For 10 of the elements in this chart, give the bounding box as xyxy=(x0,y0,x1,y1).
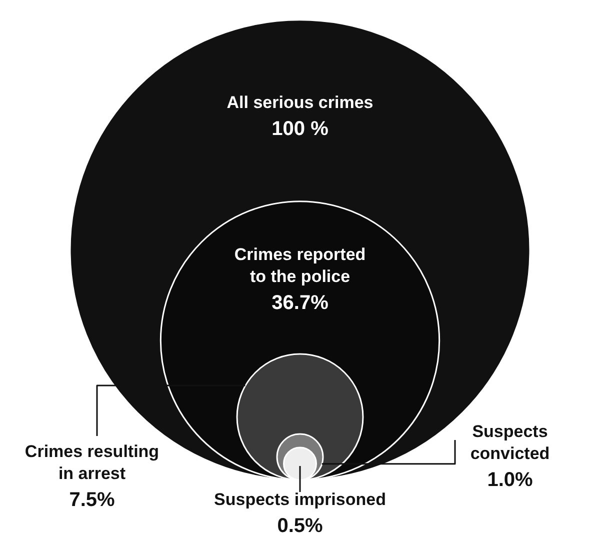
data-label: 36.7% xyxy=(272,292,329,314)
category-label: Suspects imprisoned xyxy=(214,490,386,509)
category-label: All serious crimes xyxy=(226,93,374,112)
data-label: 1.0% xyxy=(487,469,534,491)
category-label: Crimes reported to the police xyxy=(234,245,366,286)
data-label: 100 % xyxy=(272,118,329,140)
category-label: Suspects convicted xyxy=(470,422,550,463)
category-label: Crimes resulting in arrest xyxy=(24,442,160,483)
data-label: 0.5% xyxy=(277,515,324,537)
data-label: 7.5% xyxy=(69,489,116,511)
